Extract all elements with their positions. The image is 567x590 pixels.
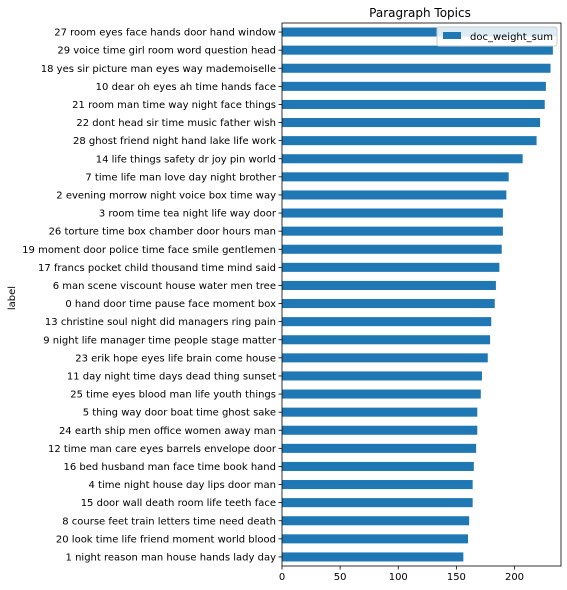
bar	[282, 81, 546, 91]
bar	[282, 461, 474, 471]
bar	[282, 443, 477, 453]
bar	[282, 262, 500, 272]
bar	[282, 480, 473, 490]
bar	[282, 118, 541, 128]
y-tick-label: 1 night reason man house hands lady day	[66, 552, 277, 563]
y-tick-label: 16 bed husband man face time book hand	[64, 462, 277, 473]
y-tick-label: 27 room eyes face hands door hand window	[54, 28, 276, 39]
x-tick-label: 50	[334, 572, 347, 583]
y-tick-label: 19 moment door police time face smile ge…	[22, 245, 276, 256]
y-tick-label: 23 erik hope eyes life brain come house	[75, 353, 276, 364]
bar	[282, 172, 509, 182]
y-tick-label: 26 torture time box chamber door hours m…	[49, 227, 276, 238]
y-tick-label: 20 look time life friend moment world bl…	[56, 534, 276, 545]
bar	[282, 99, 545, 109]
legend: doc_weight_sum	[436, 26, 558, 47]
bar	[282, 299, 495, 309]
y-tick-label: 9 night life manager time people stage m…	[43, 335, 277, 346]
x-tick-label: 100	[389, 572, 408, 583]
bar	[282, 190, 507, 200]
y-tick-label: 6 man scene viscount house water men tre…	[53, 281, 276, 292]
legend-label: doc_weight_sum	[470, 32, 553, 43]
y-tick-label: 10 dear oh eyes ah time hands face	[96, 82, 276, 93]
y-tick-label: 22 dont head sir time music father wish	[76, 118, 276, 129]
y-tick-label: 25 time eyes blood man life youth things	[70, 390, 276, 401]
y-tick-label: 2 evening morrow night voice box time wa…	[56, 190, 276, 201]
bar	[282, 136, 537, 146]
bar	[282, 353, 488, 363]
y-tick-label: 21 room man time way night face things	[72, 100, 276, 111]
bar	[282, 516, 470, 526]
y-tick-label: 24 earth ship men office women away man	[59, 426, 276, 437]
y-tick-label: 18 yes sir picture man eyes way mademois…	[41, 64, 276, 75]
plot-area: 27 room eyes face hands door hand window…	[22, 22, 562, 583]
y-tick-label: 17 francs pocket child thousand time min…	[38, 263, 276, 274]
y-tick-label: 8 course feet train letters time need de…	[62, 516, 276, 527]
y-tick-label: 28 ghost friend night hand lake life wor…	[73, 136, 276, 147]
y-tick-label: 12 time man care eyes barrels envelope d…	[48, 444, 277, 455]
y-tick-label: 5 thing way door boat time ghost sake	[83, 408, 276, 419]
bar	[282, 45, 553, 55]
bar	[282, 27, 557, 37]
y-tick-label: 11 day night time days dead thing sunset	[67, 371, 276, 382]
bar	[282, 244, 502, 254]
y-axis-label: label	[7, 286, 18, 310]
bar	[282, 407, 478, 417]
y-tick-label: 0 hand door time pause face moment box	[65, 299, 276, 310]
y-tick-label: 3 room time tea night life way door	[99, 209, 277, 220]
x-tick-label: 200	[505, 572, 524, 583]
chart-title: Paragraph Topics	[369, 6, 471, 20]
bar	[282, 63, 551, 73]
bar	[282, 534, 468, 544]
bar	[282, 335, 491, 345]
bar	[282, 226, 503, 236]
y-tick-label: 13 christine soul night did managers rin…	[45, 317, 276, 328]
legend-swatch	[443, 32, 461, 39]
bar	[282, 552, 464, 562]
bar	[282, 371, 482, 381]
x-tick-label: 0	[279, 572, 285, 583]
y-tick-label: 29 voice time girl room word question he…	[57, 46, 276, 57]
x-tick-label: 150	[447, 572, 466, 583]
bar	[282, 208, 503, 218]
bar	[282, 317, 492, 327]
y-tick-label: 7 time life man love day night brother	[85, 172, 276, 183]
y-tick-label: 14 life things safety dr joy pin world	[96, 154, 276, 165]
y-tick-label: 15 door wall death room life teeth face	[81, 498, 276, 509]
plot-frame	[281, 22, 562, 567]
bar	[282, 498, 473, 508]
y-tick-label: 4 time night house day lips door man	[89, 480, 277, 491]
bar	[282, 389, 481, 399]
bar	[282, 280, 496, 290]
legend-frame	[436, 26, 558, 47]
bar	[282, 425, 478, 435]
bar	[282, 154, 523, 164]
